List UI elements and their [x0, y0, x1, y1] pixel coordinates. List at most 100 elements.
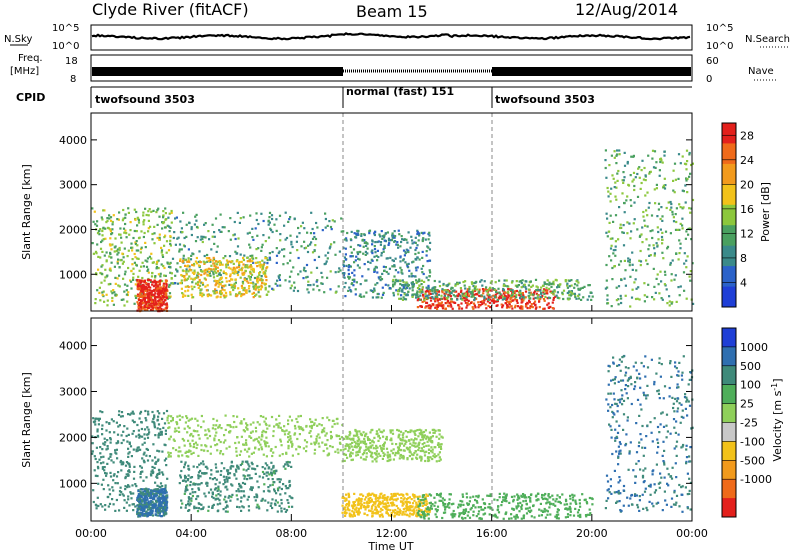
nave-bottom-tick: 0 — [706, 74, 712, 85]
colorbar-tick-label: -500 — [740, 454, 765, 467]
noise-right-top-tick: 10^5 — [706, 23, 733, 34]
colorbar-swatch — [722, 328, 736, 348]
y-tick: 1000 — [59, 477, 692, 490]
colorbar-tick-label: 500 — [740, 360, 761, 373]
y-tick-label: 4000 — [59, 134, 87, 147]
colorbar-swatch — [722, 143, 736, 165]
y-tick: 4000 — [59, 134, 692, 147]
colorbar-tick-label: 20 — [740, 178, 754, 191]
data-region — [179, 256, 269, 299]
colorbar-tick-label: -100 — [740, 435, 765, 448]
y-tick-label: 3000 — [59, 385, 87, 398]
noise-left-bottom-tick: 10^0 — [52, 41, 79, 52]
noise-left-top-tick: 10^5 — [52, 23, 79, 34]
y-tick-label: 1000 — [59, 477, 87, 490]
noise-right-bottom-tick: 10^0 — [706, 41, 733, 52]
y-tick: 3000 — [59, 385, 692, 398]
y-tick-label: 2000 — [59, 431, 87, 444]
x-tick-label: 12:00 — [376, 527, 408, 540]
power-panel: 1000 2000 3000 4000 Slant Range [km] 4 8 12 16… — [20, 112, 772, 313]
colorbar-tick-label: 24 — [740, 154, 754, 167]
x-tick-label: 00:00 — [75, 527, 107, 540]
velocity-x-ticks: 00:00 04:00 08:00 12:00 16:00 20:00 00:00 — [75, 305, 708, 540]
data-region — [604, 149, 695, 308]
velocity-colorbar-label: Velocity [m s-1] — [770, 378, 784, 461]
colorbar-tick-label: -25 — [740, 417, 758, 430]
y-tick: 4000 — [59, 340, 692, 353]
colorbar-swatch — [722, 384, 736, 405]
x-tick: 00:00 — [75, 305, 107, 540]
beam-label: Beam 15 — [356, 2, 428, 21]
x-tick: 12:00 — [376, 305, 408, 540]
colorbar-swatch — [722, 286, 736, 308]
power-colorbar-label: Power [dB] — [759, 182, 772, 242]
x-tick: 20:00 — [576, 305, 608, 540]
cpid-mode-3: twofsound 3503 — [495, 93, 595, 106]
nave-label: Nave — [748, 66, 774, 77]
data-region — [341, 229, 432, 299]
freq-band-left — [92, 67, 343, 76]
x-tick-label: 16:00 — [476, 527, 508, 540]
cpid-label: CPID — [16, 91, 45, 104]
freq-top-tick: 18 — [65, 56, 78, 67]
y-tick-label: 1000 — [59, 268, 87, 281]
data-region — [604, 354, 694, 513]
y-tick: 1000 — [59, 268, 692, 281]
colorbar-swatch — [722, 225, 736, 247]
noise-search-label: N.Search — [745, 34, 790, 45]
data-region — [166, 414, 344, 458]
colorbar-swatch — [722, 479, 736, 499]
power-y-ticks: 1000 2000 3000 4000 — [59, 134, 692, 281]
colorbar-swatch — [722, 123, 736, 144]
power-colorbar: 4 8 12 16 20 24 28 — [721, 122, 754, 308]
colorbar-swatch — [722, 460, 736, 480]
x-tick: 08:00 — [275, 305, 307, 540]
velocity-ylabel: Slant Range [km] — [20, 372, 33, 468]
x-tick: 04:00 — [175, 305, 207, 540]
colorbar-swatch — [722, 403, 736, 423]
colorbar-tick-label: 16 — [740, 203, 754, 216]
y-tick: 2000 — [59, 223, 692, 236]
colorbar-tick-label: 1000 — [740, 341, 768, 354]
x-tick: 16:00 — [476, 305, 508, 540]
noise-sky-label: N.Sky — [4, 34, 32, 45]
cpid-mode-1: twofsound 3503 — [95, 93, 195, 106]
colorbar-swatch — [722, 441, 736, 461]
velocity-xlabel: Time UT — [367, 540, 413, 553]
x-tick: 00:00 — [676, 305, 708, 540]
colorbar-tick-label: 8 — [740, 252, 747, 265]
chart-title: Clyde River (fitACF) — [92, 0, 249, 19]
velocity-data — [91, 354, 694, 520]
cpid-mode-2: normal (fast) 151 — [346, 85, 454, 98]
data-region — [416, 492, 594, 520]
velocity-y-ticks: 1000 2000 3000 4000 — [59, 340, 692, 490]
date-label: 12/Aug/2014 — [575, 0, 678, 19]
colorbar-swatch — [722, 204, 736, 226]
colorbar-swatch — [722, 346, 736, 367]
colorbar-swatch — [722, 498, 736, 518]
freq-label-2: [MHz] — [10, 66, 39, 77]
y-tick-label: 3000 — [59, 179, 87, 192]
power-ylabel: Slant Range [km] — [20, 164, 33, 260]
freq-panel: Freq. [MHz] 18 8 60 0 Nave — [10, 53, 776, 85]
freq-band-right — [492, 67, 691, 76]
x-tick-label: 08:00 — [275, 527, 307, 540]
cpid-panel: CPID twofsound 3503 normal (fast) 151 tw… — [16, 85, 692, 108]
velocity-panel: 1000 2000 3000 4000 00:00 04:00 08:00 12:00 16:… — [20, 305, 784, 553]
y-tick-label: 4000 — [59, 340, 87, 353]
colorbar-swatch — [722, 266, 736, 287]
data-region — [166, 211, 343, 295]
y-tick: 2000 — [59, 431, 692, 444]
colorbar-swatch — [722, 163, 736, 185]
data-region — [341, 428, 444, 463]
freq-label-1: Freq. — [18, 53, 43, 64]
data-region — [136, 488, 169, 518]
data-region — [391, 278, 594, 301]
noise-trace — [91, 32, 691, 41]
freq-bottom-tick: 8 — [70, 74, 76, 85]
y-tick: 3000 — [59, 179, 692, 192]
velocity-colorbar: 1000 500 100 25 -25 -100 -500 -1000 — [721, 327, 772, 518]
data-region — [178, 460, 294, 513]
colorbar-swatch — [722, 422, 736, 442]
